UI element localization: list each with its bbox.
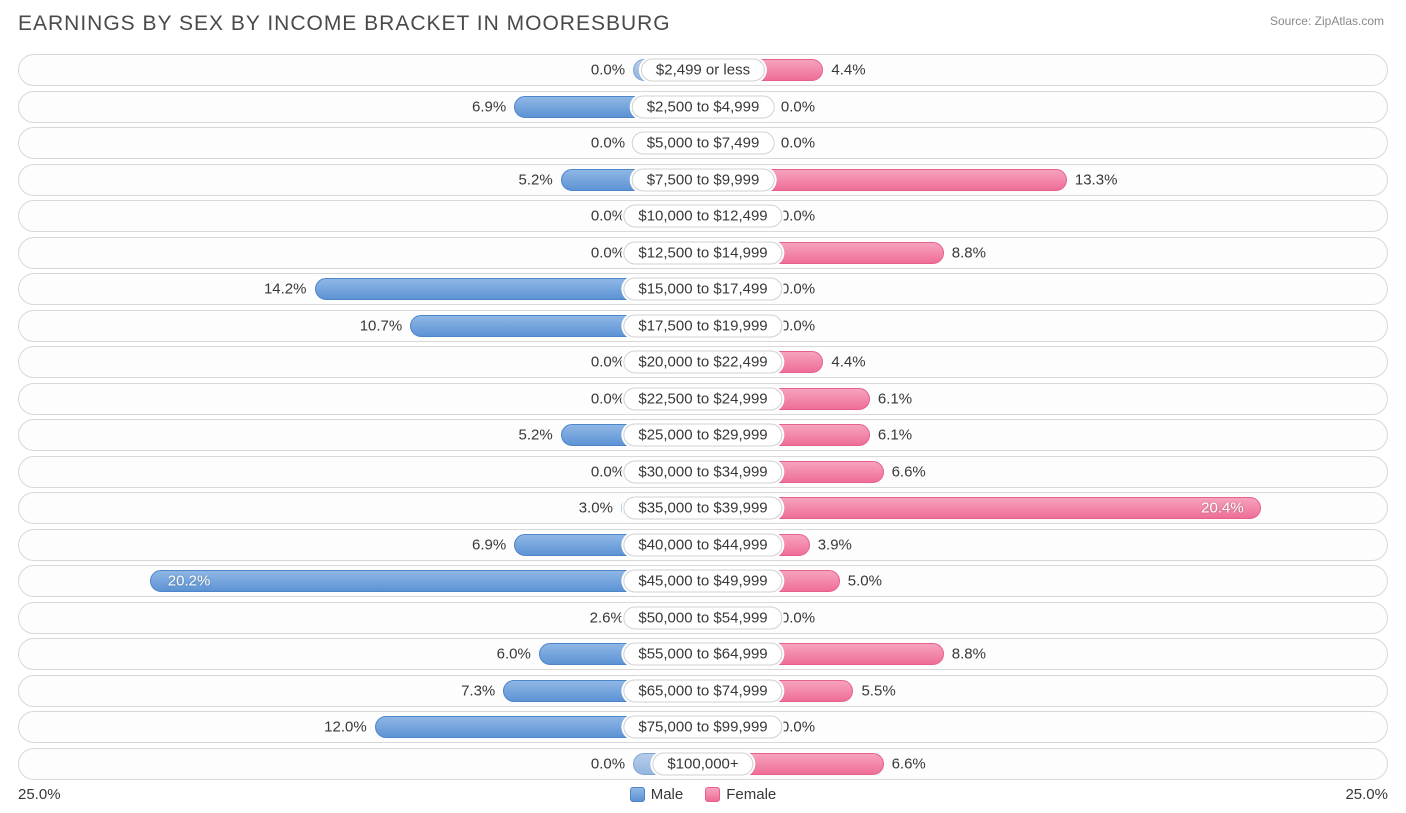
chart-row: 0.0% 0.0%$10,000 to $12,499 [18, 200, 1388, 232]
bracket-label: $35,000 to $39,999 [623, 497, 782, 520]
scale-right-label: 25.0% [1345, 786, 1388, 803]
female-value-label: 0.0% [781, 719, 815, 736]
female-value-label: 4.4% [831, 354, 865, 371]
male-value-label: 0.0% [591, 208, 625, 225]
female-value-label: 6.6% [892, 463, 926, 480]
female-value-label: 6.6% [892, 755, 926, 772]
chart-row: 0.0% 6.1% $22,500 to $24,999 [18, 383, 1388, 415]
female-bar [703, 497, 1261, 519]
bracket-label: $20,000 to $22,499 [623, 351, 782, 374]
bracket-label: $17,500 to $19,999 [623, 314, 782, 337]
male-value-label: 12.0% [324, 719, 367, 736]
male-value-label: 6.9% [472, 98, 506, 115]
female-value-label: 20.4% [1201, 500, 1244, 517]
chart-row: 0.0% 0.0% $5,000 to $7,499 [18, 127, 1388, 159]
male-value-label: 6.0% [497, 646, 531, 663]
male-value-label: 5.2% [519, 171, 553, 188]
legend-female-label: Female [726, 786, 776, 803]
male-value-label: 0.0% [591, 755, 625, 772]
female-value-label: 0.0% [781, 135, 815, 152]
female-value-label: 0.0% [781, 208, 815, 225]
bracket-label: $10,000 to $12,499 [623, 205, 782, 228]
legend: Male Female [630, 786, 777, 803]
bracket-label: $7,500 to $9,999 [632, 168, 775, 191]
chart-row: 6.9% 0.0% $2,500 to $4,999 [18, 91, 1388, 123]
chart-row: 0.0% 4.4% $2,499 or less [18, 54, 1388, 86]
female-value-label: 0.0% [781, 317, 815, 334]
bracket-label: $2,499 or less [641, 59, 765, 82]
male-value-label: 0.0% [591, 244, 625, 261]
male-value-label: 0.0% [591, 62, 625, 79]
bracket-label: $100,000+ [652, 752, 753, 775]
female-value-label: 8.8% [952, 244, 986, 261]
female-value-label: 5.5% [861, 682, 895, 699]
chart-row: 5.2% 6.1% $25,000 to $29,999 [18, 419, 1388, 451]
chart-row: 7.3% 5.5% $65,000 to $74,999 [18, 675, 1388, 707]
bracket-label: $75,000 to $99,999 [623, 716, 782, 739]
bracket-label: $22,500 to $24,999 [623, 387, 782, 410]
female-value-label: 8.8% [952, 646, 986, 663]
bracket-label: $55,000 to $64,999 [623, 643, 782, 666]
male-value-label: 10.7% [360, 317, 403, 334]
male-value-label: 14.2% [264, 281, 307, 298]
legend-female: Female [705, 786, 776, 803]
male-value-label: 0.0% [591, 354, 625, 371]
chart-row: 20.2% 5.0% $45,000 to $49,999 [18, 565, 1388, 597]
male-value-label: 0.0% [591, 390, 625, 407]
female-value-label: 6.1% [878, 390, 912, 407]
female-value-label: 5.0% [848, 573, 882, 590]
bracket-label: $30,000 to $34,999 [623, 460, 782, 483]
female-value-label: 0.0% [781, 98, 815, 115]
chart-row: 0.0% 4.4% $20,000 to $22,499 [18, 346, 1388, 378]
chart-row: 5.2% 13.3% $7,500 to $9,999 [18, 164, 1388, 196]
female-swatch-icon [705, 787, 720, 802]
bracket-label: $5,000 to $7,499 [632, 132, 775, 155]
female-value-label: 0.0% [781, 609, 815, 626]
chart-row: 0.0% 6.6% $30,000 to $34,999 [18, 456, 1388, 488]
female-value-label: 0.0% [781, 281, 815, 298]
female-value-label: 13.3% [1075, 171, 1118, 188]
bracket-label: $40,000 to $44,999 [623, 533, 782, 556]
male-value-label: 3.0% [579, 500, 613, 517]
chart-title: EARNINGS BY SEX BY INCOME BRACKET IN MOO… [18, 12, 1388, 36]
male-bar [150, 570, 703, 592]
male-swatch-icon [630, 787, 645, 802]
chart-row: 3.0% 20.4% $35,000 to $39,999 [18, 492, 1388, 524]
female-value-label: 4.4% [831, 62, 865, 79]
male-value-label: 0.0% [591, 135, 625, 152]
scale-left-label: 25.0% [18, 786, 61, 803]
bracket-label: $12,500 to $14,999 [623, 241, 782, 264]
bracket-label: $25,000 to $29,999 [623, 424, 782, 447]
chart-row: 14.2% 0.0%$15,000 to $17,499 [18, 273, 1388, 305]
legend-male: Male [630, 786, 684, 803]
bracket-label: $15,000 to $17,499 [623, 278, 782, 301]
male-value-label: 7.3% [461, 682, 495, 699]
chart-row: 0.0% 6.6% $100,000+ [18, 748, 1388, 780]
male-value-label: 0.0% [591, 463, 625, 480]
bracket-label: $45,000 to $49,999 [623, 570, 782, 593]
chart-row: 0.0% 8.8% $12,500 to $14,999 [18, 237, 1388, 269]
bracket-label: $50,000 to $54,999 [623, 606, 782, 629]
male-value-label: 2.6% [590, 609, 624, 626]
male-value-label: 20.2% [168, 573, 211, 590]
chart-row: 10.7% 0.0%$17,500 to $19,999 [18, 310, 1388, 342]
chart-row: 6.9% 3.9% $40,000 to $44,999 [18, 529, 1388, 561]
male-value-label: 5.2% [519, 427, 553, 444]
female-value-label: 3.9% [818, 536, 852, 553]
chart-footer: 25.0% Male Female 25.0% [18, 786, 1388, 803]
chart-row: 2.6% 0.0%$50,000 to $54,999 [18, 602, 1388, 634]
diverging-bar-chart: 0.0% 4.4% $2,499 or less 6.9% 0.0% $2,500 to … [18, 54, 1388, 780]
female-value-label: 6.1% [878, 427, 912, 444]
legend-male-label: Male [651, 786, 684, 803]
chart-row: 12.0% 0.0%$75,000 to $99,999 [18, 711, 1388, 743]
bracket-label: $65,000 to $74,999 [623, 679, 782, 702]
bracket-label: $2,500 to $4,999 [632, 95, 775, 118]
chart-row: 6.0% 8.8% $55,000 to $64,999 [18, 638, 1388, 670]
male-value-label: 6.9% [472, 536, 506, 553]
source-attribution: Source: ZipAtlas.com [1270, 14, 1384, 28]
